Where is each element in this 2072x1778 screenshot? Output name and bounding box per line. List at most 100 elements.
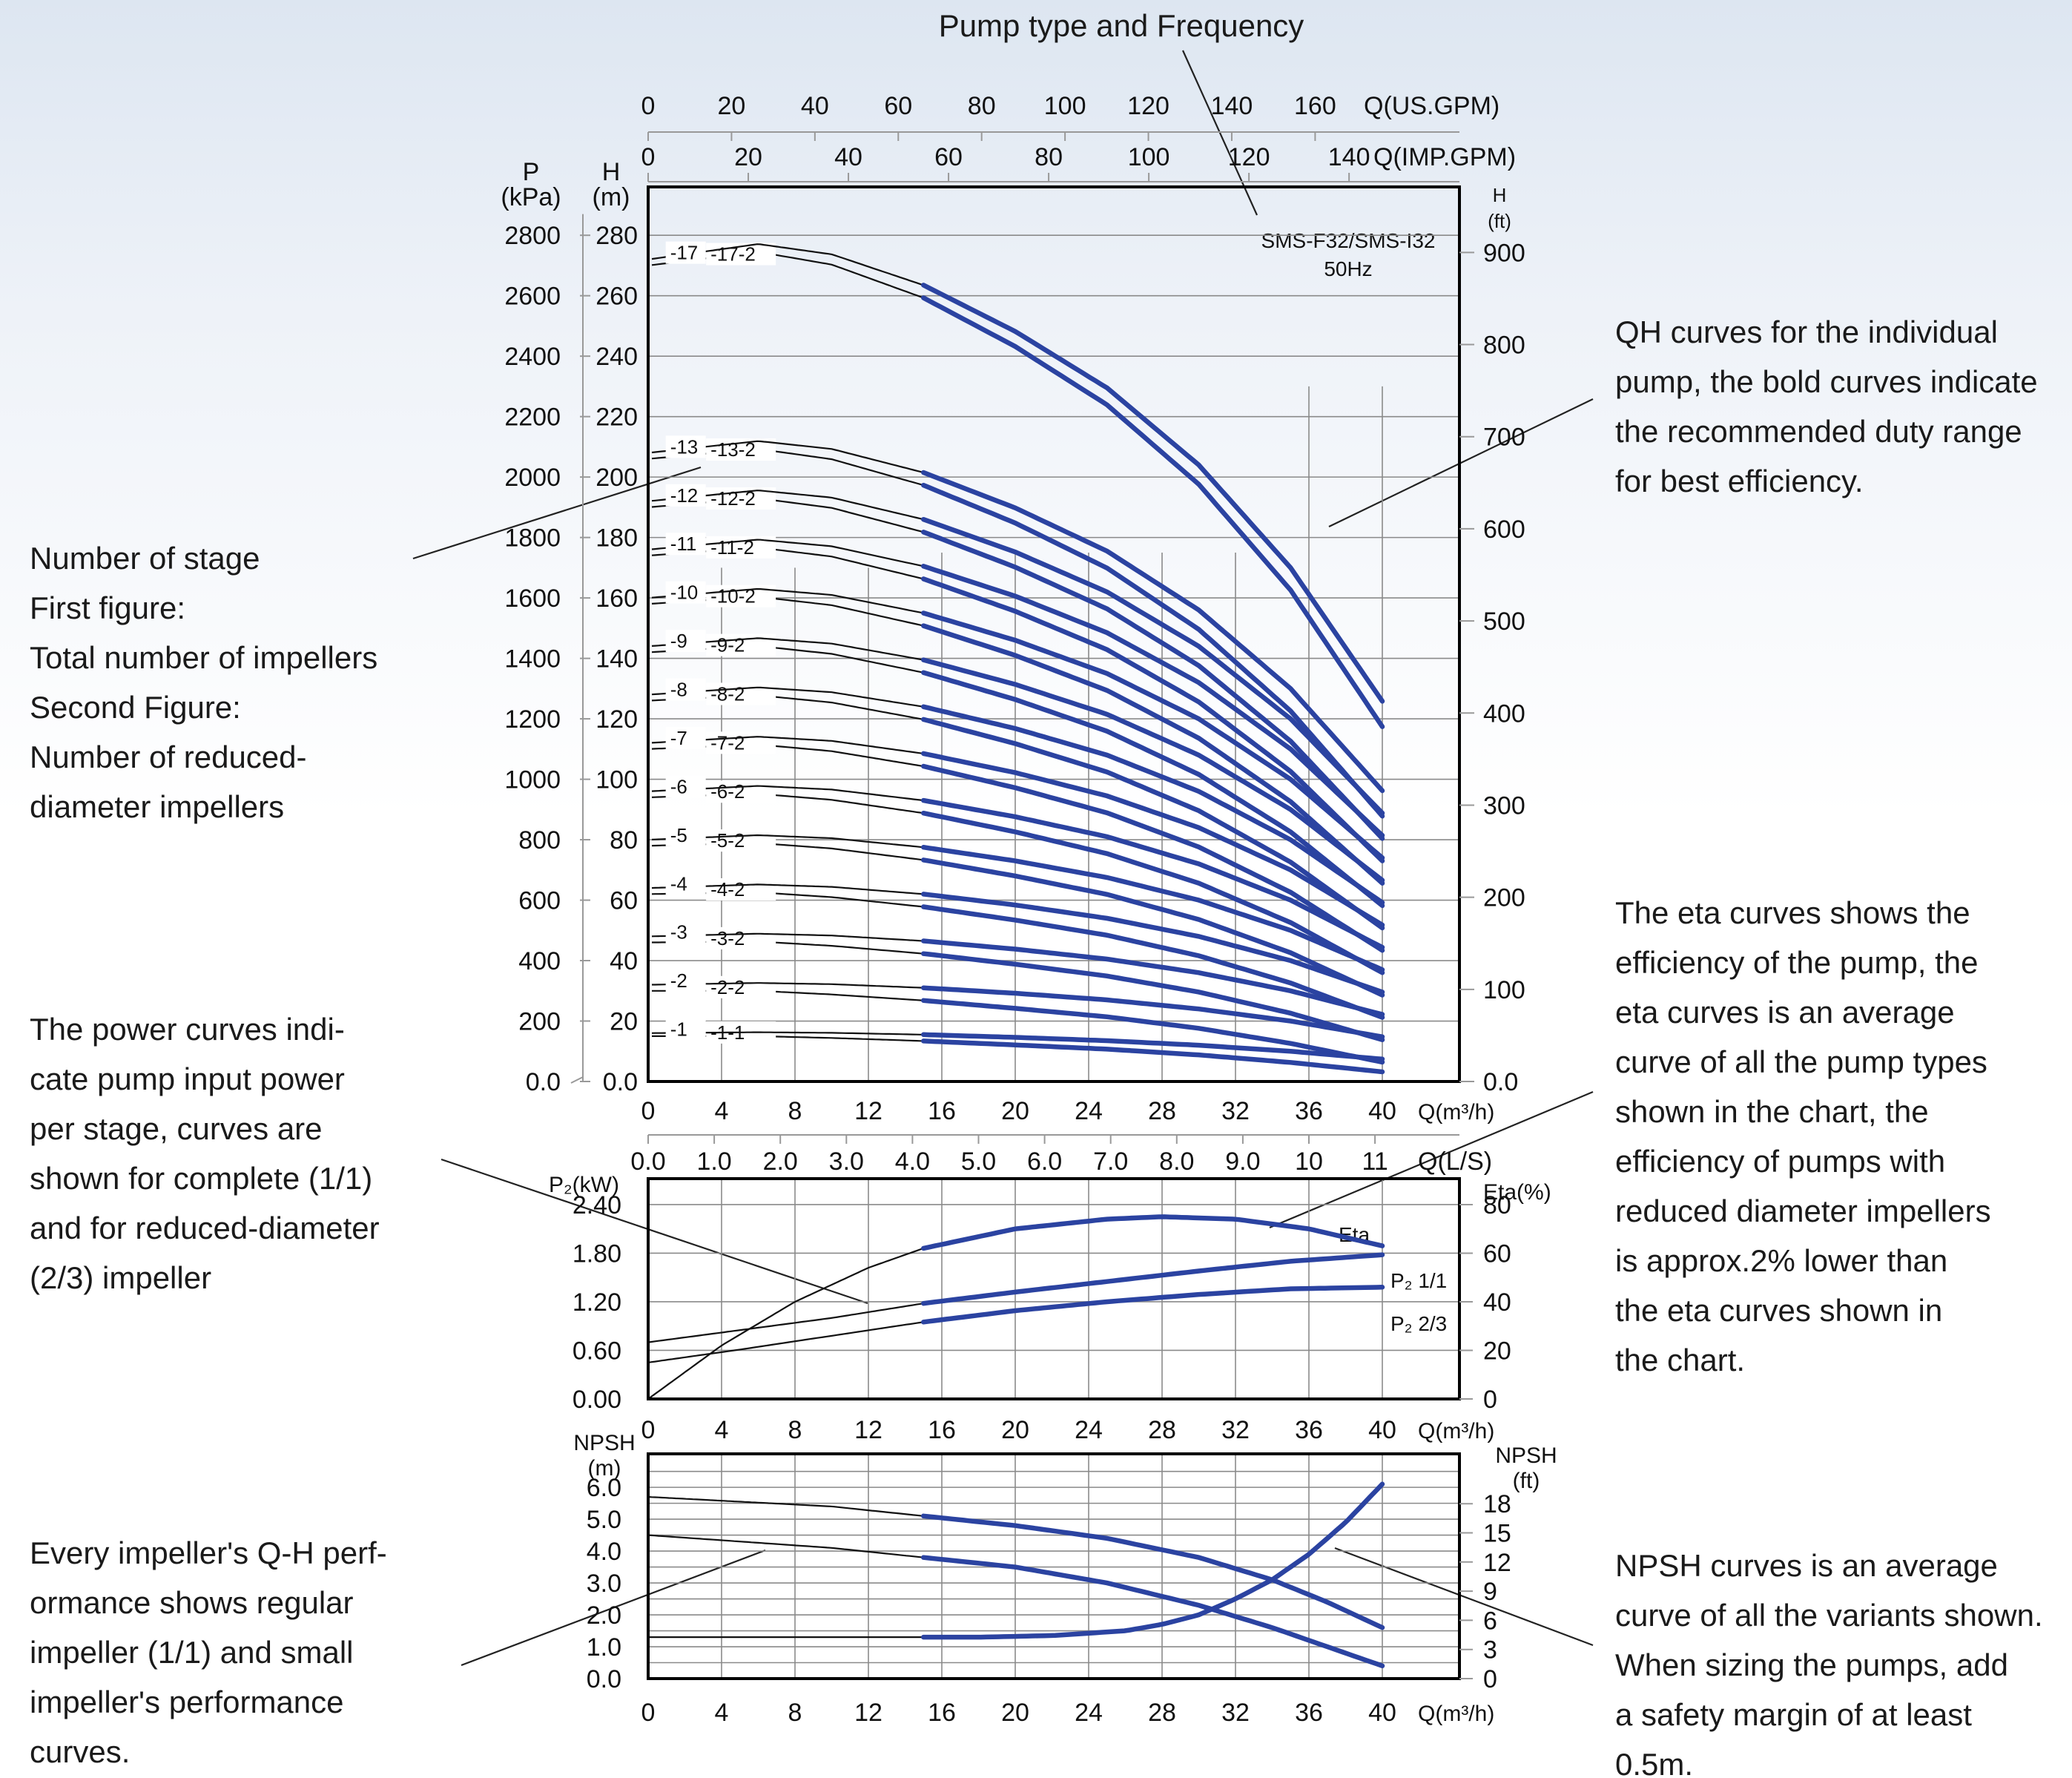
tick-q-m3h-qh: 4 — [715, 1097, 729, 1125]
leader-power — [441, 1158, 868, 1305]
tick-q-m3h-npsh: 0 — [641, 1699, 656, 1727]
tick-npsh-ft: 18 — [1483, 1490, 1511, 1518]
tick-pressure: 1000 — [504, 766, 561, 794]
qh-curve-bold — [921, 857, 1385, 998]
tick-q-m3h-qh: 32 — [1221, 1097, 1250, 1125]
tick-layer: 0.00.02020040400606008080010010001201200… — [504, 92, 1525, 1727]
axis-title-npsh-ft: NPSH — [1495, 1443, 1557, 1468]
qh-series-label: -4-2 — [710, 878, 745, 900]
tick-q-ls: 9.0 — [1225, 1148, 1260, 1176]
tick-eta: 0 — [1483, 1386, 1497, 1414]
tick-us-gpm: 60 — [884, 92, 912, 120]
tick-npsh-m: 4.0 — [587, 1538, 621, 1566]
tick-imp-gpm: 120 — [1228, 143, 1270, 171]
npsh-curve-thin — [647, 1495, 924, 1517]
tick-q-m3h-power: 0 — [641, 1416, 656, 1444]
tick-q-m3h-qh: 28 — [1148, 1097, 1176, 1125]
tick-q-m3h-npsh: 16 — [928, 1699, 956, 1727]
npsh-frame — [647, 1452, 1461, 1680]
qh-label-bg — [665, 484, 706, 507]
qh-label-bg — [665, 872, 706, 895]
tick-head-m: 40 — [610, 947, 638, 975]
tick-q-m3h-power: 28 — [1148, 1416, 1176, 1444]
tick-pressure: 400 — [518, 947, 561, 975]
qh-curve-bold — [921, 844, 1385, 972]
header-caption: Pump type and Frequency — [939, 8, 1304, 43]
tick-q-m3h-power: 8 — [788, 1416, 802, 1444]
qh-curve-bold — [921, 670, 1385, 909]
tick-head-ft: 200 — [1483, 884, 1525, 912]
qh-series-label: -6-2 — [710, 780, 745, 803]
tick-q-m3h-power: 32 — [1221, 1416, 1250, 1444]
qh-series-label: -12 — [670, 484, 699, 507]
qh-series-label: -8-2 — [710, 682, 745, 705]
axis-unit-pressure: (kPa) — [501, 183, 561, 211]
tick-imp-gpm: 20 — [734, 143, 762, 171]
tick-power: 1.80 — [573, 1239, 621, 1268]
qh-label-bg — [665, 726, 706, 749]
tick-power: 0.00 — [573, 1386, 621, 1414]
curve-label-p2-reduced: P₂ 2/3 — [1390, 1312, 1447, 1335]
tick-power: 0.60 — [573, 1337, 621, 1365]
tick-q-m3h-npsh: 24 — [1075, 1699, 1103, 1727]
qh-curve-bold — [921, 998, 1385, 1065]
frequency-label: 50Hz — [1324, 257, 1372, 280]
tick-imp-gpm: 40 — [834, 143, 862, 171]
tick-q-ls: 7.0 — [1093, 1148, 1128, 1176]
tick-imp-gpm: 60 — [934, 143, 963, 171]
tick-head-ft: 700 — [1483, 424, 1525, 452]
axis-unit-head-m: (m) — [593, 183, 630, 211]
qh-curve-bold — [921, 797, 1385, 950]
annotation-impeller-performance: Every impeller's Q-H perf- ormance shows… — [30, 1535, 395, 1769]
tick-head-m: 60 — [610, 887, 638, 915]
qh-series-label: -9-2 — [710, 634, 745, 656]
tick-q-ls: 3.0 — [829, 1148, 864, 1176]
qh-label-bg — [665, 435, 706, 458]
qh-curve-bold — [921, 810, 1385, 975]
tick-q-m3h-qh: 16 — [928, 1097, 956, 1125]
qh-label-bg — [706, 780, 776, 803]
tick-head-m: 200 — [595, 464, 638, 492]
tick-pressure: 600 — [518, 887, 561, 915]
qh-curve-bold — [921, 904, 1385, 1020]
qh-label-bg — [706, 633, 776, 656]
tick-imp-gpm: 0 — [641, 143, 656, 171]
axis-title-npsh-m: NPSH — [573, 1431, 635, 1455]
tick-pressure: 1400 — [504, 645, 561, 674]
tick-head-m: 140 — [595, 645, 638, 674]
tick-q-m3h-qh: 24 — [1075, 1097, 1103, 1125]
tick-q-ls: 6.0 — [1027, 1148, 1062, 1176]
qh-curve-bold — [921, 564, 1385, 838]
tick-q-ls: 2.0 — [763, 1148, 798, 1176]
tick-q-m3h-npsh: 8 — [788, 1699, 802, 1727]
tick-npsh-ft: 12 — [1483, 1549, 1511, 1577]
qh-label-bg — [665, 533, 706, 556]
tick-head-m: 260 — [595, 283, 638, 311]
tick-us-gpm: 100 — [1044, 92, 1086, 120]
tick-us-gpm: 160 — [1294, 92, 1336, 120]
tick-npsh-ft: 9 — [1483, 1578, 1497, 1606]
axis-title-head-ft: H — [1493, 184, 1507, 206]
tick-pressure: 0.0 — [526, 1068, 561, 1096]
tick-pressure: 2400 — [504, 343, 561, 371]
tick-head-ft: 800 — [1483, 332, 1525, 360]
qh-curve-bold — [921, 717, 1385, 931]
power-curve-bold — [921, 1252, 1385, 1306]
tick-head-ft: 300 — [1483, 791, 1525, 820]
npsh-curve-bold — [921, 1513, 1385, 1630]
qh-series-label: -7-2 — [710, 731, 745, 754]
tick-q-ls: 4.0 — [895, 1148, 930, 1176]
qh-curve-bold — [921, 985, 1385, 1039]
qh-series-label: -10 — [670, 582, 699, 604]
axis-label-q-ls: Q(L/S) — [1418, 1148, 1492, 1176]
tick-q-m3h-npsh: 4 — [715, 1699, 729, 1727]
curve-label-p2-full: P₂ 1/1 — [1390, 1269, 1447, 1292]
tick-q-m3h-npsh: 36 — [1295, 1699, 1323, 1727]
tick-head-m: 180 — [595, 524, 638, 553]
tick-q-m3h-npsh: 12 — [854, 1699, 882, 1727]
qh-label-bg — [665, 1018, 706, 1041]
axis-label-imp-gpm: Q(IMP.GPM) — [1373, 143, 1516, 171]
tick-q-m3h-power: 16 — [928, 1416, 956, 1444]
npsh-curve-bold — [921, 1481, 1385, 1640]
axis-unit-npsh-ft: (ft) — [1513, 1469, 1540, 1493]
